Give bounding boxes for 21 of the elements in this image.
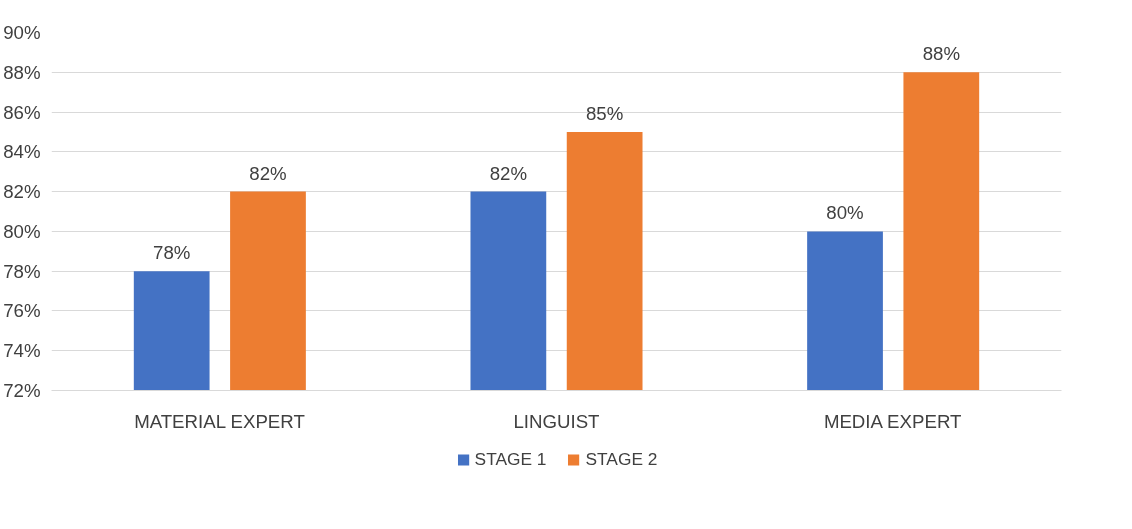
y-tick-label: 90% — [3, 22, 41, 43]
y-tick-label: 82% — [3, 181, 41, 203]
x-tick-label: MEDIA EXPERT — [823, 410, 962, 432]
data-label: 80% — [826, 202, 864, 224]
data-label: 88% — [922, 43, 960, 65]
y-tick-label: 76% — [3, 300, 41, 322]
y-tick-label: 80% — [3, 220, 41, 242]
data-label: 78% — [153, 242, 191, 264]
data-label: 82% — [489, 162, 528, 184]
y-tick-label: 78% — [3, 260, 41, 282]
legend-label: STAGE 2 — [585, 448, 658, 470]
y-tick-label: 88% — [3, 61, 41, 83]
legend-label: STAGE 1 — [474, 448, 547, 470]
data-label: 85% — [585, 102, 624, 124]
y-tick-label: 86% — [3, 101, 41, 123]
y-tick-label: 72% — [3, 380, 41, 401]
y-tick-label: 74% — [3, 340, 41, 362]
x-tick-label: LINGUIST — [513, 410, 600, 432]
data-label: 82% — [249, 162, 287, 184]
y-tick-label: 84% — [3, 141, 41, 163]
x-tick-label: MATERIAL EXPERT — [134, 410, 305, 432]
